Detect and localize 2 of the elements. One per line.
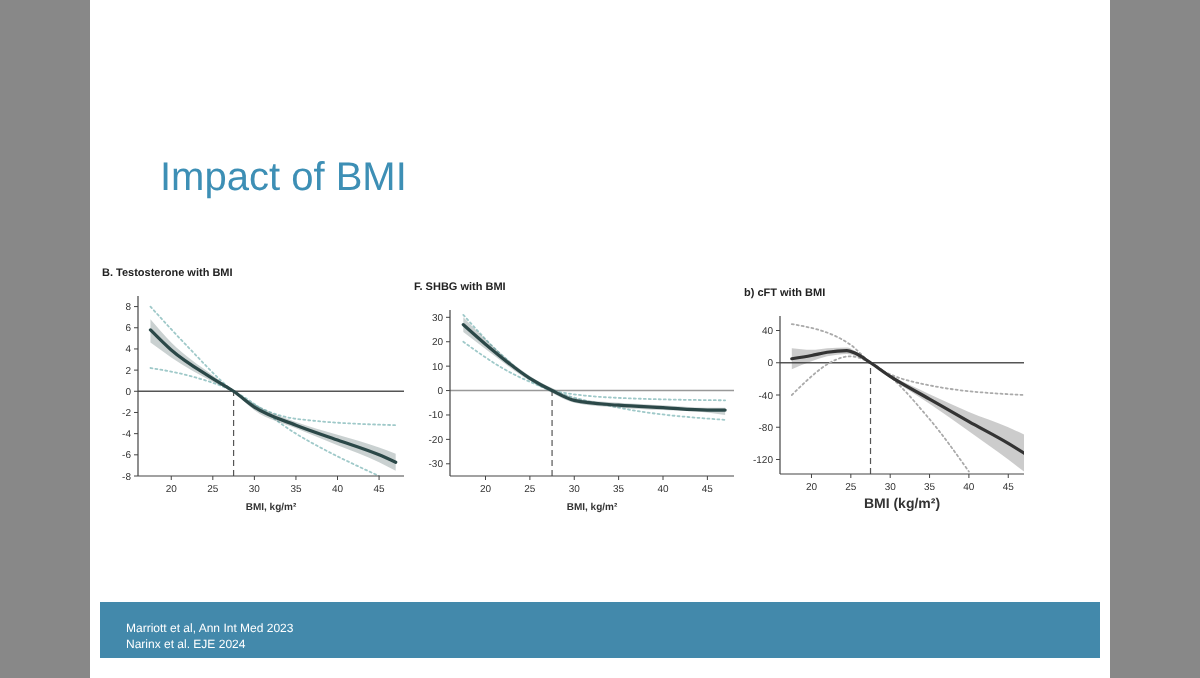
text: Impact of BMI (160, 156, 407, 200)
line-series (790, 349, 1024, 455)
